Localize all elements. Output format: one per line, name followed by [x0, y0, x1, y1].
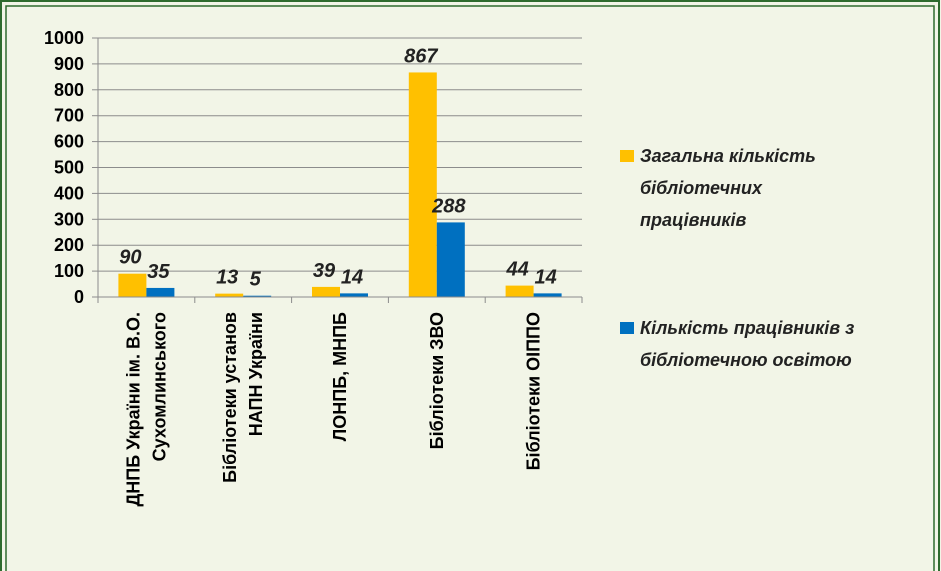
- x-tick-label: Бібліотеки установ НАПН України: [220, 312, 266, 483]
- bar: [146, 287, 175, 297]
- bar: [505, 285, 534, 297]
- y-tick-label: 0: [74, 287, 84, 307]
- bar: [436, 222, 465, 297]
- x-tick-label-line: НАПН України: [246, 312, 266, 436]
- bar: [312, 286, 340, 297]
- y-tick-label: 800: [54, 80, 84, 100]
- y-tick-label: 100: [54, 261, 84, 281]
- y-tick-label: 1000: [44, 28, 84, 48]
- y-tick-label: 700: [54, 106, 84, 126]
- x-tick-label: Бібліотеки ЗВО: [427, 312, 447, 449]
- y-tick-label: 400: [54, 183, 84, 203]
- bar: [340, 293, 368, 297]
- y-tick-label: 500: [54, 158, 84, 178]
- x-tick-label-line: ДНПБ України ім. В.О.: [123, 312, 143, 507]
- legend-label: Загальна кількість бібліотечних працівни…: [640, 146, 816, 230]
- y-tick-label: 300: [54, 209, 84, 229]
- data-label: 39: [313, 260, 336, 282]
- x-tick-label-line: Бібліотеки ЗВО: [427, 312, 447, 449]
- inner-border: [5, 5, 935, 571]
- x-tick-label-line: Бібліотеки ОІППО: [524, 312, 544, 470]
- bar: [243, 295, 272, 297]
- bar: [215, 293, 244, 297]
- x-tick-label: Бібліотеки ОІППО: [524, 312, 544, 470]
- x-tick-label-line: ЛОНПБ, МНПБ: [330, 312, 350, 441]
- data-label: 14: [534, 266, 556, 288]
- data-label: 44: [505, 259, 528, 281]
- x-tick-label-line: Сухомлинського: [149, 312, 169, 461]
- bar: [118, 273, 147, 297]
- legend-swatch: [620, 322, 634, 334]
- data-label: 35: [147, 261, 170, 283]
- data-label: 14: [341, 266, 363, 288]
- data-label: 288: [431, 195, 466, 217]
- x-tick-label: ЛОНПБ, МНПБ: [330, 312, 350, 441]
- legend-item: Кількість працівників з бібліотечною осв…: [620, 312, 920, 376]
- legend-swatch: [620, 150, 634, 162]
- legend-item: Загальна кількість бібліотечних працівни…: [620, 140, 860, 236]
- x-tick-label: ДНПБ України ім. В.О. Сухомлинського: [123, 312, 169, 507]
- y-tick-label: 600: [54, 132, 84, 152]
- bar: [533, 293, 562, 297]
- data-label: 13: [216, 267, 238, 289]
- y-tick-label: 200: [54, 235, 84, 255]
- bar: [408, 72, 437, 298]
- data-label: 90: [119, 247, 141, 269]
- y-tick-label: 900: [54, 54, 84, 74]
- data-label: 867: [404, 45, 438, 67]
- legend-label: Кількість працівників з бібліотечною осв…: [640, 318, 855, 370]
- x-tick-label-line: Бібліотеки установ: [220, 312, 240, 483]
- data-label: 5: [250, 269, 262, 291]
